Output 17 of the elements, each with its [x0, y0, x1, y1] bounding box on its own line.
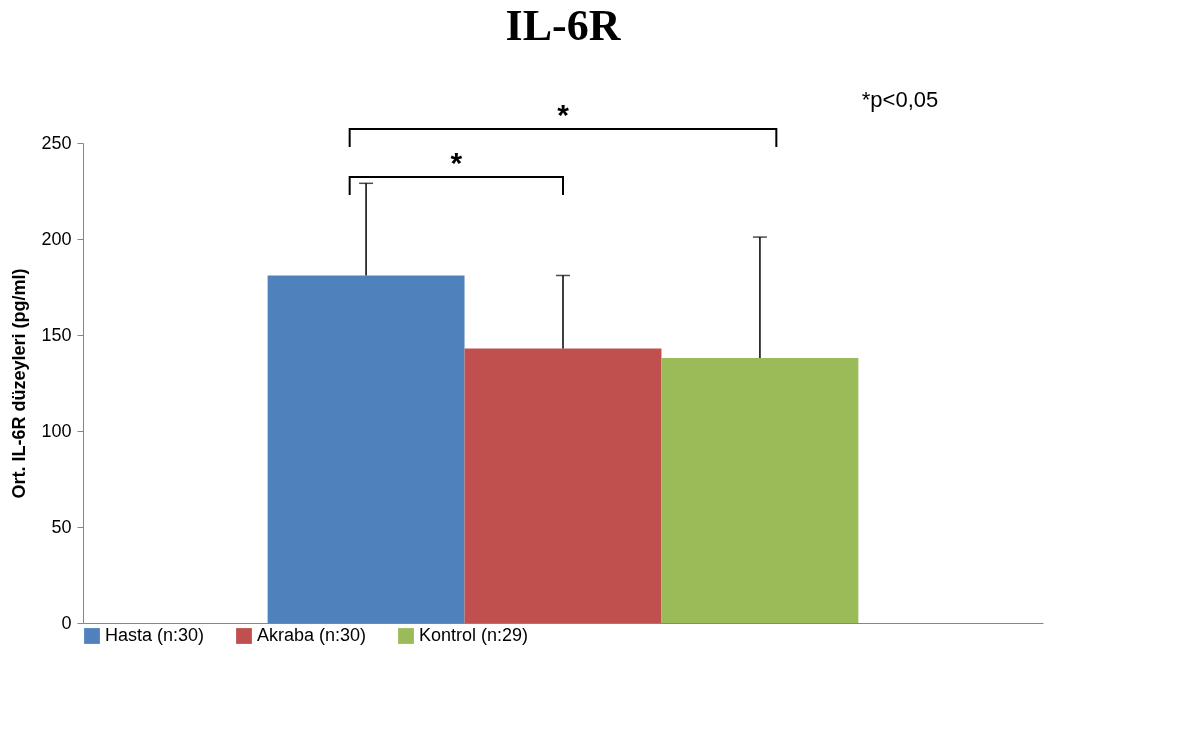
y-tick-label: 100	[41, 420, 72, 441]
text: *	[557, 98, 570, 131]
legend-label: Kontrol (n:29)	[419, 625, 529, 645]
y-tick-label: 250	[41, 132, 72, 153]
bar	[267, 275, 465, 623]
bar	[661, 358, 859, 623]
annotation: *	[450, 146, 463, 179]
y-tick-label: 0	[61, 612, 72, 633]
y-tick-label: 150	[41, 324, 72, 345]
text: *p<0,05	[861, 87, 939, 112]
y-tick-label: 50	[51, 516, 72, 537]
chart-title: IL-6R	[505, 1, 622, 50]
bar	[464, 348, 662, 623]
y-tick-label: 200	[41, 228, 72, 249]
legend-label: Hasta (n:30)	[105, 625, 205, 645]
legend-label: Akraba (n:30)	[257, 625, 367, 645]
y-axis-title: Ort. IL-6R düzeyleri (pg/ml)	[9, 268, 30, 499]
